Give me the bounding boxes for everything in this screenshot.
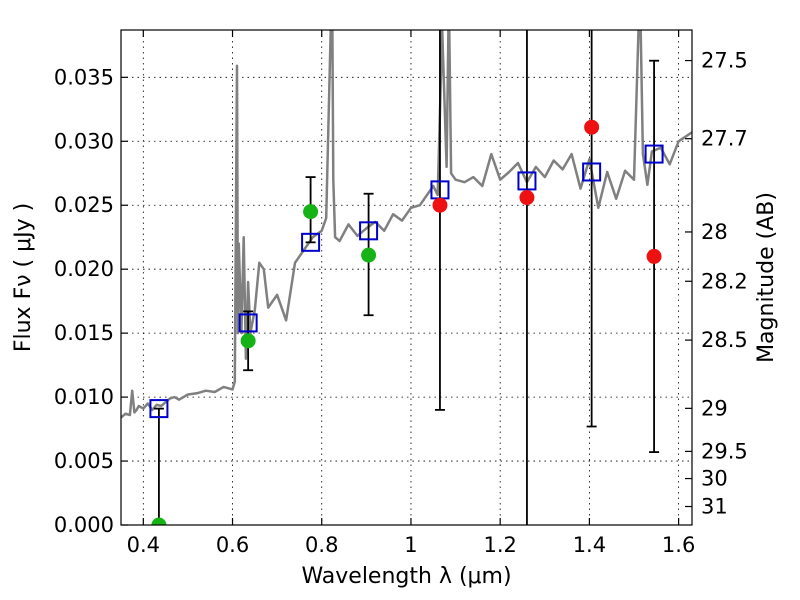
- x-tick-label: 0.8: [305, 533, 338, 557]
- grid-lines: [121, 30, 692, 526]
- y-tick-label: 0.035: [54, 65, 114, 89]
- magnitude-tick-label: 27.7: [701, 127, 748, 151]
- x-tick-label: 1.2: [483, 533, 516, 557]
- y-tick-label: 0.010: [54, 385, 114, 409]
- x-tick-label: 0.6: [216, 533, 249, 557]
- magnitude-tick-label: 27.5: [701, 49, 748, 73]
- plot-series: [121, 30, 692, 525]
- x-tick-label: 1.6: [662, 533, 695, 557]
- magnitude-tick-label: 28.2: [701, 269, 748, 293]
- clipped-series: [121, 30, 692, 525]
- observed-photometry-point: [361, 247, 377, 263]
- x-tick-label: 1.4: [573, 533, 606, 557]
- model-photometry-point: [238, 313, 258, 333]
- model-photometry-point: [359, 221, 379, 241]
- observed-photometry-point: [240, 333, 256, 349]
- y-tick-label: 0.030: [54, 129, 114, 153]
- x-tick-label: 1: [404, 533, 417, 557]
- model-photometry-point: [582, 162, 602, 182]
- model-spectrum-line: [121, 30, 692, 419]
- x-tick-label: 0.4: [127, 533, 160, 557]
- plot-frame: [120, 29, 693, 526]
- y-tick-label: 0.020: [54, 257, 114, 281]
- magnitude-tick-label: 28: [701, 220, 728, 244]
- y-axis-label: Flux Fν ( μJy ): [11, 203, 36, 352]
- model-photometry-point: [149, 399, 169, 419]
- y-tick-label: 0.000: [54, 513, 114, 537]
- model-photometry-point: [301, 232, 321, 252]
- magnitude-tick-label: 29: [701, 396, 728, 420]
- magnitude-tick-label: 30: [701, 467, 728, 491]
- observed-photometry-point: [646, 248, 662, 264]
- model-photometry-point: [644, 144, 664, 164]
- observed-photometry-point: [432, 197, 448, 213]
- observed-photometry-point: [519, 190, 535, 206]
- magnitude-axis-label: Magnitude (AB): [754, 192, 779, 363]
- x-axis-label: Wavelength λ (μm): [301, 564, 511, 589]
- magnitude-tick-label: 31: [701, 495, 728, 519]
- observed-photometry-point: [584, 119, 600, 135]
- magnitude-tick-label: 28.5: [701, 328, 748, 352]
- observed-photometry-point: [303, 204, 319, 220]
- observed-photometry-point: [151, 517, 167, 525]
- y-tick-label: 0.025: [54, 193, 114, 217]
- y-tick-label: 0.015: [54, 321, 114, 345]
- magnitude-tick-label: 29.5: [701, 439, 748, 463]
- model-photometry-point: [517, 171, 537, 191]
- axes: 0.4 0.6 0.8 1 1.2 1.4 1.6 0.000 0.005 0.010 0.015 0…: [54, 30, 748, 557]
- y-tick-label: 0.005: [54, 449, 114, 473]
